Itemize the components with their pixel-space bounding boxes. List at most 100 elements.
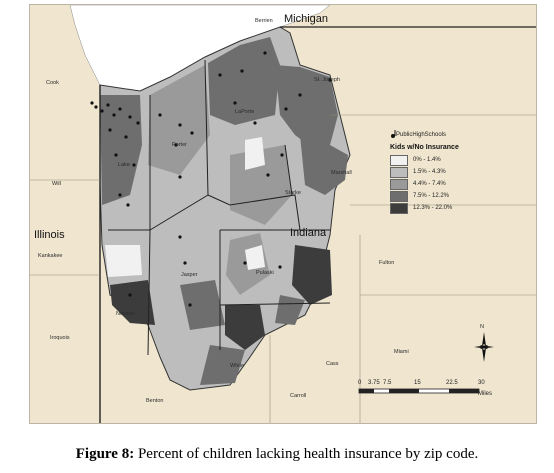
zip-area [225,305,265,350]
school-marker [178,175,182,179]
school-marker [174,143,178,147]
county-label-newton: Newton [116,311,135,317]
legend-row: 12.3% - 22.0% [390,202,520,214]
school-marker [190,131,194,135]
school-marker [253,121,257,125]
scale-tick: 3.75 [368,380,380,386]
school-marker [178,123,182,127]
zip-area [148,65,210,175]
county-label-jasper: Jasper [181,272,198,278]
legend-swatch [390,154,408,166]
school-marker [298,93,302,97]
scale-unit: Miles [478,391,493,397]
scale-tick: 30 [478,380,485,386]
scale-tick: 7.5 [383,380,392,386]
county-label-cook: Cook [46,80,59,86]
county-line [219,302,331,306]
county-line [147,229,151,356]
scale-tick: 0 [358,380,362,386]
zip-area [245,245,265,270]
county-label-kankakee: Kankakee [38,253,63,259]
scale-bar-graphic [358,388,480,394]
county-label-marshall: Marshall [331,170,352,176]
legend-row: 4.4% - 7.4% [390,178,520,190]
school-marker [108,128,112,132]
county-line [207,194,301,231]
county-label-laporte: LaPorte [235,109,255,115]
school-marker [100,109,104,113]
figure-caption: Figure 8: Percent of children lacking he… [0,446,554,463]
school-marker [263,51,267,55]
north-arrow-icon [474,332,494,362]
legend-swatch [390,178,408,190]
school-marker [118,107,122,111]
legend-row: 7.5% - 12.2% [390,190,520,202]
county-label-berrien: Berrien [255,18,273,24]
zip-area [110,280,155,325]
state-label-indiana: Indiana [290,227,327,239]
scale-tick: 15 [414,380,421,386]
school-marker [233,101,237,105]
school-marker [328,78,332,82]
state-label-michigan: Michigan [284,13,329,25]
school-marker [284,107,288,111]
county-label-st-joseph: St. Joseph [314,77,340,83]
zip-area [105,245,142,277]
school-marker [280,153,284,157]
legend-label: 0% - 1.4% [413,157,441,163]
legend-swatch [390,166,408,178]
map-canvas [30,5,536,423]
school-marker [158,113,162,117]
zip-area [300,135,348,195]
county-label-starke: Starke [285,190,301,196]
legend-label: 1.5% - 4.3% [413,169,446,175]
county-label-white: White [230,363,245,369]
school-marker [266,173,270,177]
map-legend: PublicHighSchools Kids w/No Insurance 0%… [390,130,520,214]
zip-area [275,295,305,325]
legend-label: 7.5% - 12.2% [413,193,450,199]
school-marker [243,261,247,265]
zip-area [275,65,338,150]
school-marker [112,113,116,117]
scale-tick: 22.5 [446,380,458,386]
zip-area [100,95,142,205]
zip-area [200,345,245,385]
legend-schools-label: PublicHighSchools [396,132,447,138]
school-marker [188,303,192,307]
school-marker [126,203,130,207]
school-marker [128,115,132,119]
school-marker [90,101,94,105]
county-label-porter: Porter [172,142,187,148]
zip-area [292,245,332,305]
county-label-carroll: Carroll [290,393,307,399]
school-icon [391,130,396,138]
legend-label: 12.3% - 22.0% [413,205,453,211]
county-label-iroquois: Iroquois [50,335,70,341]
north-label: N [480,324,484,330]
legend-swatch [390,190,408,202]
county-line [284,144,293,196]
county-label-will: Will [52,181,61,187]
legend-title: Kids w/No Insurance [390,144,459,151]
state-label-illinois: Illinois [34,229,65,241]
legend-swatch [390,202,408,214]
zip-area [245,137,265,170]
caption-prefix: Figure 8: [75,446,135,462]
school-marker [106,103,110,107]
legend-schools: PublicHighSchools [390,130,520,140]
school-marker [240,69,244,73]
zip-area [180,280,225,330]
county-label-pulaski: Pulaski [256,270,274,276]
county-label-miami: Miami [394,349,409,355]
legend-row: 0% - 1.4% [390,154,520,166]
school-marker [118,193,122,197]
school-marker [114,153,118,157]
legend-row: 1.5% - 4.3% [390,166,520,178]
county-label-benton: Benton [146,398,164,404]
school-marker [124,135,128,139]
zip-area [208,37,280,125]
county-label-lake: Lake [118,162,130,168]
county-label-cass: Cass [326,361,339,367]
legend-label: 4.4% - 7.4% [413,181,446,187]
